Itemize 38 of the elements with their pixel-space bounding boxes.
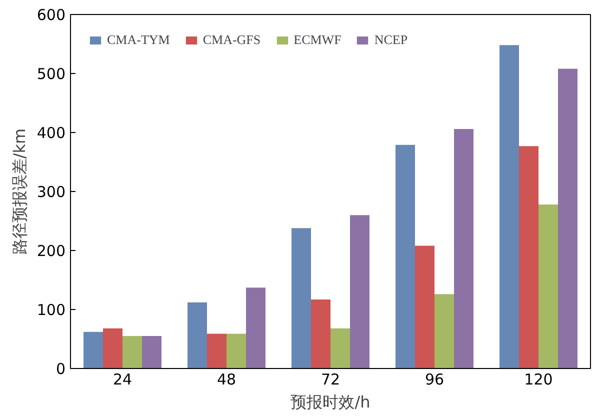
x-tick-label: 24 [112, 370, 132, 388]
bar [538, 204, 558, 368]
bar [454, 128, 474, 368]
y-tick-label: 0 [56, 360, 66, 378]
bar [207, 334, 226, 368]
bar [84, 332, 103, 368]
y-tick-label: 200 [36, 242, 66, 260]
y-tick-label: 500 [36, 65, 66, 83]
bar [292, 228, 311, 368]
y-tick-label: 400 [36, 124, 66, 142]
y-tick-label: 300 [36, 183, 66, 201]
bar [519, 146, 538, 368]
bar [246, 288, 266, 368]
bar [558, 68, 578, 368]
legend-label: CMA-TYM [107, 32, 170, 48]
legend-label: CMA-GFS [202, 32, 261, 48]
bar [330, 328, 350, 368]
bar [396, 144, 415, 368]
bar [415, 246, 434, 368]
bar [311, 299, 330, 368]
x-axis-title: 预报时效/h [290, 392, 370, 412]
bar [122, 336, 142, 368]
x-tick-label: 96 [424, 370, 444, 388]
legend-label: NCEP [374, 32, 408, 48]
bar [350, 215, 370, 368]
bar [103, 328, 122, 368]
bar [500, 45, 519, 368]
bar [142, 336, 162, 368]
x-tick-label: 48 [216, 370, 236, 388]
x-tick-label: 120 [524, 370, 553, 388]
bar [434, 294, 454, 368]
legend-label: ECMWF [294, 32, 342, 48]
y-axis-title: 路径预报误差/km [10, 128, 29, 255]
y-tick-label: 100 [36, 301, 66, 319]
bar [226, 334, 246, 368]
bar [188, 302, 207, 368]
y-tick-label: 600 [36, 6, 66, 24]
x-tick-label: 72 [320, 370, 340, 388]
